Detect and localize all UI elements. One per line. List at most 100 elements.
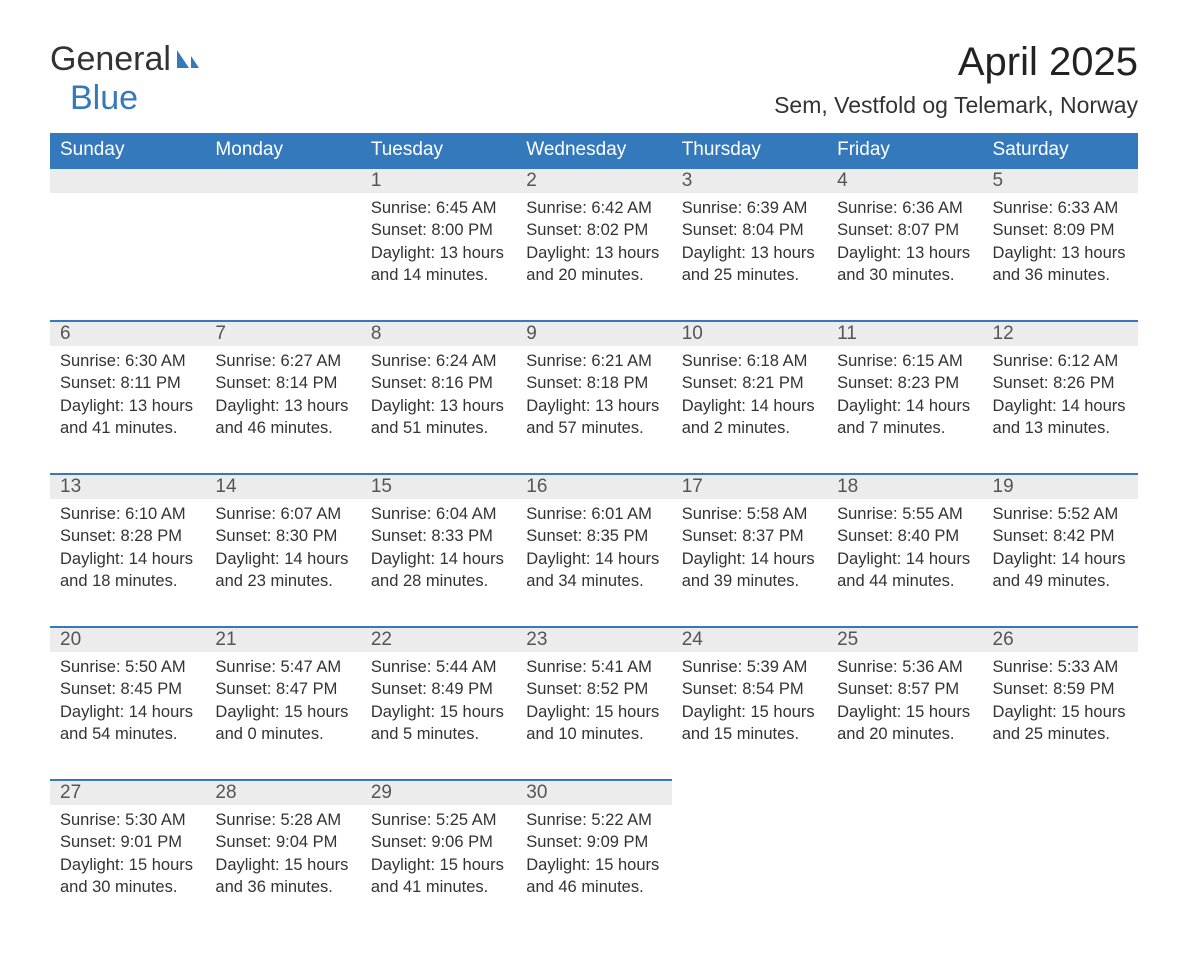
day-body-cell: Sunrise: 6:04 AMSunset: 8:33 PMDaylight:…	[361, 499, 516, 627]
logo-text-blue: Blue	[70, 79, 138, 117]
daylight-line: Daylight: 14 hours and 18 minutes.	[60, 550, 193, 590]
daylight-line: Daylight: 14 hours and 13 minutes.	[993, 397, 1126, 437]
day-number-row: 13141516171819	[50, 474, 1138, 499]
sunrise-line: Sunrise: 6:33 AM	[993, 199, 1119, 217]
sunset-line: Sunset: 8:40 PM	[837, 527, 959, 545]
daylight-line: Daylight: 15 hours and 36 minutes.	[215, 856, 348, 896]
daylight-line: Daylight: 15 hours and 46 minutes.	[526, 856, 659, 896]
day-body-cell: Sunrise: 6:36 AM Sunset: 8:07 PM Daylight:…	[827, 193, 982, 321]
daylight-line: Daylight: 14 hours and 39 minutes.	[682, 550, 815, 590]
sunrise-line: Sunrise: 6:15 AM	[837, 352, 963, 370]
day-body-cell	[827, 805, 982, 933]
day-body-row: Sunrise: 5:50 AMSunset: 8:45 PMDaylight:…	[50, 652, 1138, 780]
sunrise-line: Sunrise: 6:30 AM	[60, 352, 186, 370]
sunrise-line: Sunrise: 5:44 AM	[371, 658, 497, 676]
weekday-header: Sunday	[50, 133, 205, 168]
day-number-cell: 14	[205, 474, 360, 499]
day-body-cell: Sunrise: 6:27 AMSunset: 8:14 PMDaylight:…	[205, 346, 360, 474]
sunrise-line: Sunrise: 5:52 AM	[993, 505, 1119, 523]
day-number-cell: 12	[983, 321, 1138, 346]
location-subtitle: Sem, Vestfold og Telemark, Norway	[774, 92, 1138, 119]
day-body-cell: Sunrise: 5:30 AMSunset: 9:01 PMDaylight:…	[50, 805, 205, 933]
day-body-cell: Sunrise: 6:01 AMSunset: 8:35 PMDaylight:…	[516, 499, 671, 627]
day-body-cell: Sunrise: 5:36 AMSunset: 8:57 PMDaylight:…	[827, 652, 982, 780]
weekday-header: Thursday	[672, 133, 827, 168]
daylight-line: Daylight: 14 hours and 23 minutes.	[215, 550, 348, 590]
day-number-cell: 8	[361, 321, 516, 346]
day-number-row: 12345	[50, 168, 1138, 193]
day-number-cell: 25	[827, 627, 982, 652]
sunset-line: Sunset: 8:00 PM	[371, 221, 493, 239]
daylight-line: Daylight: 13 hours and 30 minutes.	[837, 244, 970, 284]
day-body-cell: Sunrise: 6:33 AMSunset: 8:09 PMDaylight:…	[983, 193, 1138, 321]
day-body-cell: Sunrise: 6:18 AM Sunset: 8:21 PM Daylight:…	[672, 346, 827, 474]
sunset-line: Sunset: 8:16 PM	[371, 374, 493, 392]
day-number-row: 27282930	[50, 780, 1138, 805]
day-number-cell: 29	[361, 780, 516, 805]
sunrise-line: Sunrise: 6:10 AM	[60, 505, 186, 523]
day-body-cell	[672, 805, 827, 933]
sunset-line: Sunset: 8:59 PM	[993, 680, 1115, 698]
sunrise-line: Sunrise: 5:41 AM	[526, 658, 652, 676]
sunrise-line: Sunrise: 6:18 AM	[682, 352, 808, 370]
daylight-line: Daylight: 13 hours and 20 minutes.	[526, 244, 659, 284]
sunset-line: Sunset: 8:23 PM	[837, 374, 959, 392]
logo-text-general: General	[50, 40, 171, 78]
daylight-line: Daylight: 13 hours and 57 minutes.	[526, 397, 659, 437]
day-number-cell: 16	[516, 474, 671, 499]
day-number-cell: 11	[827, 321, 982, 346]
day-body-cell: Sunrise: 6:39 AM Sunset: 8:04 PM Daylight:…	[672, 193, 827, 321]
day-number-cell: 10	[672, 321, 827, 346]
daylight-line: Daylight: 15 hours and 41 minutes.	[371, 856, 504, 896]
sunset-line: Sunset: 8:33 PM	[371, 527, 493, 545]
sunrise-line: Sunrise: 5:22 AM	[526, 811, 652, 829]
sunrise-line: Sunrise: 5:30 AM	[60, 811, 186, 829]
logo-line1: General Blue	[50, 40, 203, 118]
day-number-cell: 18	[827, 474, 982, 499]
day-number-cell	[50, 168, 205, 193]
logo: General Blue	[50, 40, 203, 118]
day-body-cell: Sunrise: 6:45 AMSunset: 8:00 PMDaylight:…	[361, 193, 516, 321]
daylight-line: Daylight: 15 hours and 0 minutes.	[215, 703, 348, 743]
logo-sail-icon	[175, 40, 203, 79]
sunset-line: Sunset: 8:02 PM	[526, 221, 648, 239]
sunset-line: Sunset: 8:54 PM	[682, 680, 804, 698]
day-body-cell: Sunrise: 5:44 AMSunset: 8:49 PMDaylight:…	[361, 652, 516, 780]
daylight-line: Daylight: 13 hours and 41 minutes.	[60, 397, 193, 437]
day-number-cell: 4	[827, 168, 982, 193]
sunrise-line: Sunrise: 5:36 AM	[837, 658, 963, 676]
day-body-cell: Sunrise: 6:10 AMSunset: 8:28 PMDaylight:…	[50, 499, 205, 627]
day-number-cell	[983, 780, 1138, 805]
daylight-line: Daylight: 14 hours and 54 minutes.	[60, 703, 193, 743]
sunrise-line: Sunrise: 5:58 AM	[682, 505, 808, 523]
sunset-line: Sunset: 8:21 PM	[682, 374, 804, 392]
daylight-line: Daylight: 13 hours and 36 minutes.	[993, 244, 1126, 284]
day-body-cell: Sunrise: 5:47 AMSunset: 8:47 PMDaylight:…	[205, 652, 360, 780]
sunset-line: Sunset: 8:52 PM	[526, 680, 648, 698]
sunrise-line: Sunrise: 5:50 AM	[60, 658, 186, 676]
daylight-line: Daylight: 15 hours and 5 minutes.	[371, 703, 504, 743]
day-number-cell	[827, 780, 982, 805]
sunrise-line: Sunrise: 5:25 AM	[371, 811, 497, 829]
sunrise-line: Sunrise: 6:36 AM	[837, 199, 963, 217]
daylight-line: Daylight: 15 hours and 15 minutes.	[682, 703, 815, 743]
sunset-line: Sunset: 8:04 PM	[682, 221, 804, 239]
weekday-header: Tuesday	[361, 133, 516, 168]
day-body-cell: Sunrise: 6:07 AMSunset: 8:30 PMDaylight:…	[205, 499, 360, 627]
day-number-cell: 15	[361, 474, 516, 499]
day-body-cell: Sunrise: 5:52 AMSunset: 8:42 PMDaylight:…	[983, 499, 1138, 627]
day-number-cell: 30	[516, 780, 671, 805]
day-number-cell: 5	[983, 168, 1138, 193]
daylight-line: Daylight: 13 hours and 25 minutes.	[682, 244, 815, 284]
sunset-line: Sunset: 8:07 PM	[837, 221, 959, 239]
daylight-line: Daylight: 14 hours and 2 minutes.	[682, 397, 815, 437]
title-block: April 2025 Sem, Vestfold og Telemark, No…	[774, 40, 1138, 119]
day-body-cell: Sunrise: 6:21 AMSunset: 8:18 PMDaylight:…	[516, 346, 671, 474]
day-body-row: Sunrise: 6:30 AMSunset: 8:11 PMDaylight:…	[50, 346, 1138, 474]
day-number-cell: 20	[50, 627, 205, 652]
day-number-cell: 26	[983, 627, 1138, 652]
day-body-cell: Sunrise: 6:12 AMSunset: 8:26 PMDaylight:…	[983, 346, 1138, 474]
sunset-line: Sunset: 8:57 PM	[837, 680, 959, 698]
sunset-line: Sunset: 9:04 PM	[215, 833, 337, 851]
sunrise-line: Sunrise: 6:39 AM	[682, 199, 808, 217]
